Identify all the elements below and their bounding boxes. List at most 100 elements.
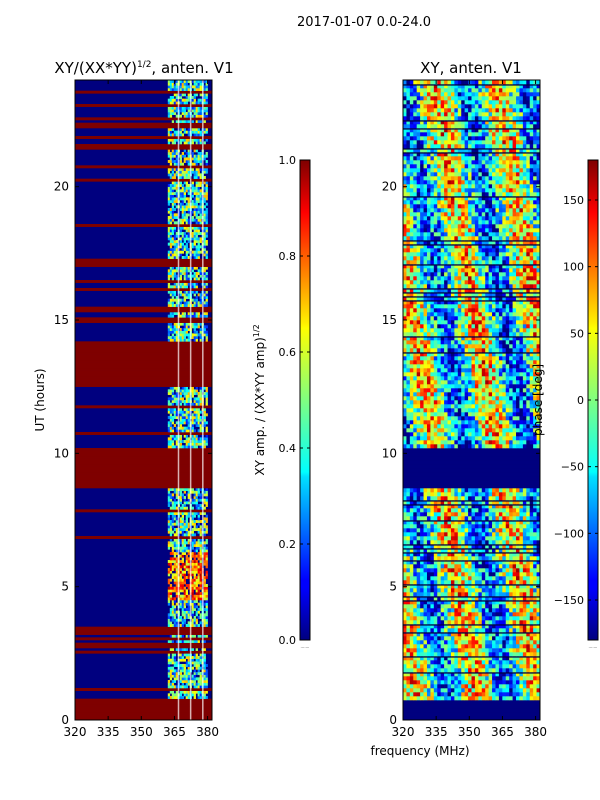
right-pixel bbox=[516, 684, 520, 689]
left-pixel bbox=[173, 672, 177, 675]
left-pixel bbox=[187, 664, 190, 667]
right-pixel bbox=[468, 540, 472, 545]
right-pixel bbox=[492, 644, 496, 649]
left-pixel bbox=[195, 160, 198, 163]
right-pixel bbox=[481, 528, 486, 533]
left-pixel bbox=[181, 552, 185, 555]
left-pixel bbox=[195, 312, 198, 315]
left-pixel bbox=[187, 541, 190, 545]
right-pixel bbox=[406, 688, 411, 693]
left-pixel bbox=[179, 336, 183, 339]
left-pixel bbox=[205, 538, 208, 542]
left-pixel bbox=[187, 562, 190, 566]
left-pixel bbox=[187, 88, 190, 91]
right-pixel bbox=[454, 632, 459, 637]
right-pixel bbox=[522, 588, 527, 593]
right-pixel bbox=[464, 692, 469, 697]
right-pixel bbox=[409, 444, 414, 449]
right-pixel bbox=[433, 568, 438, 573]
left-pixel bbox=[183, 504, 187, 507]
left-pixel bbox=[205, 530, 208, 534]
left-pixel bbox=[199, 98, 202, 102]
right-pixel bbox=[516, 576, 520, 581]
right-pixel bbox=[437, 520, 441, 525]
right-pixel bbox=[533, 632, 537, 637]
right-pixel bbox=[468, 576, 472, 581]
left-pixel bbox=[205, 218, 208, 222]
right-pixel bbox=[420, 524, 424, 529]
left-pixel bbox=[191, 600, 194, 603]
right-pixel bbox=[492, 688, 496, 693]
left-pixel bbox=[181, 336, 185, 339]
right-pixel bbox=[502, 516, 507, 521]
right-pixel bbox=[420, 548, 424, 553]
right-pixel bbox=[430, 604, 435, 609]
left-pixel bbox=[185, 690, 188, 694]
left-pixel bbox=[181, 648, 185, 651]
right-pixel bbox=[430, 580, 435, 585]
right-pixel bbox=[426, 540, 431, 545]
left-pixel bbox=[179, 130, 183, 134]
right-pixel bbox=[471, 652, 476, 657]
right-pixel bbox=[529, 488, 534, 493]
left-pixel bbox=[171, 693, 175, 697]
right-pixel bbox=[423, 636, 428, 641]
left-pixel bbox=[171, 389, 175, 393]
right-pixel bbox=[509, 504, 513, 509]
right-pixel bbox=[426, 604, 431, 609]
right-pixel bbox=[478, 540, 483, 545]
right-pixel bbox=[423, 528, 428, 533]
right-pixel bbox=[488, 632, 493, 637]
right-pixel bbox=[461, 600, 465, 605]
left-pixel bbox=[195, 285, 198, 289]
right-pixel bbox=[516, 640, 520, 645]
right-pixel bbox=[522, 644, 527, 649]
left-pixel bbox=[205, 682, 208, 686]
left-pixel bbox=[191, 488, 194, 491]
left-pixel bbox=[171, 253, 175, 257]
right-pixel bbox=[474, 516, 479, 521]
left-pixel bbox=[203, 234, 206, 238]
left-pixel bbox=[169, 565, 173, 569]
left-pixel bbox=[197, 664, 200, 667]
left-pixel bbox=[197, 168, 200, 171]
right-pixel bbox=[423, 504, 428, 509]
left-pixel bbox=[179, 549, 183, 553]
left-pixel bbox=[181, 218, 185, 222]
left-pixel bbox=[181, 282, 185, 286]
left-pixel bbox=[179, 114, 183, 118]
left-pixel bbox=[185, 168, 188, 171]
left-pixel bbox=[183, 154, 187, 158]
right-pixel bbox=[416, 632, 421, 637]
right-pixel bbox=[406, 640, 411, 645]
left-pixel bbox=[183, 210, 187, 214]
left-pixel bbox=[199, 429, 202, 433]
right-pixel bbox=[440, 688, 445, 693]
left-pixel bbox=[193, 157, 196, 161]
left-flagged-row bbox=[75, 637, 212, 641]
left-pixel bbox=[193, 245, 196, 249]
right-pixel bbox=[485, 556, 489, 561]
left-pixel bbox=[171, 493, 175, 497]
right-pixel bbox=[492, 524, 496, 529]
right-pixel bbox=[430, 676, 435, 681]
left-pixel bbox=[175, 618, 179, 622]
left-pixel bbox=[179, 141, 183, 145]
right-pixel bbox=[519, 644, 524, 649]
left-pixel bbox=[183, 304, 187, 307]
left-pixel bbox=[195, 274, 198, 278]
left-flagged-row bbox=[75, 536, 212, 539]
left-pixel bbox=[169, 218, 173, 222]
right-pixel bbox=[522, 648, 527, 653]
left-pixel bbox=[169, 640, 173, 643]
right-pixel bbox=[440, 588, 445, 593]
right-pixel bbox=[468, 496, 472, 501]
left-pixel bbox=[171, 504, 175, 507]
left-pixel bbox=[183, 256, 187, 259]
left-pixel bbox=[185, 205, 188, 209]
left-pixel bbox=[185, 234, 188, 238]
right-pixel bbox=[450, 544, 455, 549]
left-pixel bbox=[193, 250, 196, 254]
right-pixel bbox=[485, 692, 489, 697]
left-pixel bbox=[187, 392, 190, 395]
